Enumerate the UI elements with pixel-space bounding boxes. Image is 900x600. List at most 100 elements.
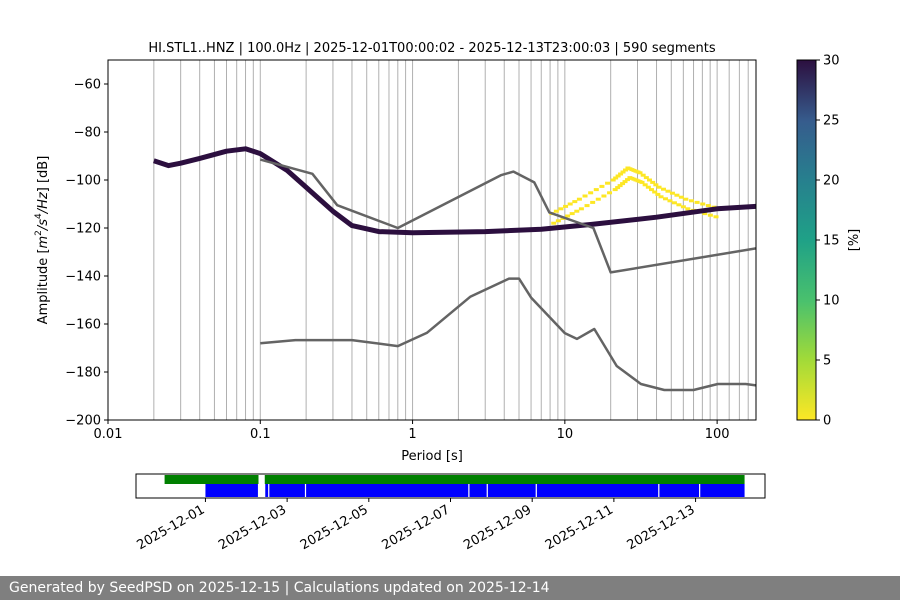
psd-density-cell (713, 215, 719, 219)
plot-frame (107, 59, 757, 421)
psd-density-cell (599, 184, 605, 188)
y-axis-ticks: −200 −180 −160 −140 −120 −100 −80 −60 (65, 78, 108, 429)
data-availability-timeline (164, 474, 745, 498)
colorbar-tick-label: 30 (823, 54, 840, 69)
psd-density-cell (656, 185, 662, 189)
psd-density-cell (660, 187, 666, 191)
plot-grid (153, 60, 749, 420)
psd-density-cell (622, 180, 628, 184)
y-tick-label: −100 (65, 174, 101, 189)
psd-density-cell (688, 199, 694, 203)
psd-density-cell (567, 202, 573, 206)
colorbar-tick-label: 15 (823, 234, 840, 249)
colorbar-tick-label: 0 (823, 414, 831, 429)
timeline-tick-label: 2025-12-11 (543, 502, 616, 553)
availability-gap (486, 484, 488, 497)
timeline-tick-label: 2025-12-13 (625, 502, 698, 553)
availability-gap (699, 484, 701, 497)
psd-density-cell (674, 193, 680, 197)
colorbar-ticks: 0 5 10 15 20 25 30 (816, 54, 840, 429)
availability-gap (268, 484, 270, 497)
psd-density-cell (615, 174, 621, 178)
availability-gap (658, 484, 660, 497)
psd-density-cell (558, 207, 564, 211)
psd-density-cell (665, 189, 671, 193)
y-axis-label: Amplitude [m2/s4/Hz] [dB] (34, 156, 51, 325)
psd-density-cell (622, 168, 628, 172)
colorbar-tick-label: 5 (823, 354, 831, 369)
availability-gap (468, 484, 470, 497)
psd-density-cell (615, 186, 621, 190)
y-tick-label: −160 (65, 318, 101, 333)
y-tick-label: −60 (74, 78, 101, 93)
psd-density-cell (642, 183, 648, 187)
psd-density-cell (645, 185, 651, 189)
chart-title: HI.STL1..HNZ | 100.0Hz | 2025-12-01T00:0… (148, 41, 716, 56)
availability-gap (258, 474, 265, 498)
colorbar (796, 59, 817, 421)
timeline-ticks: 2025-12-01 2025-12-03 2025-12-05 2025-12-07… (134, 498, 698, 553)
psd-density-cell (700, 202, 706, 206)
psd-density-cell (658, 195, 664, 199)
x-axis-ticks: 0.01 0.1 1 10 100 (94, 420, 730, 442)
timeline-tick-label: 2025-12-09 (461, 502, 534, 553)
psd-density-cell (649, 188, 655, 192)
psd-density-cell (640, 173, 646, 177)
x-tick-label: 100 (705, 427, 730, 442)
psd-density-cell (624, 178, 630, 182)
footer-text: Generated by SeedPSD on 2025-12-15 | Cal… (9, 580, 550, 596)
psd-density-cell (707, 213, 713, 217)
psd-density-cell (569, 212, 575, 216)
psd-density-cell (605, 181, 611, 185)
psd-density-cell (676, 203, 682, 207)
psd-density-cell (607, 191, 613, 195)
timeline-tick-label: 2025-12-01 (134, 502, 207, 553)
psd-density-cell (669, 191, 675, 195)
y-tick-label: −180 (65, 366, 101, 381)
psd-density-cell (620, 170, 626, 174)
y-tick-label: −120 (65, 222, 101, 237)
psd-density-cell (590, 200, 596, 204)
timeline-tick-label: 2025-12-03 (216, 502, 289, 553)
availability-gap (535, 484, 537, 497)
psd-density-cell (643, 176, 649, 180)
psd-density-cell (655, 192, 661, 196)
nlnm-line (259, 158, 756, 274)
psd-density-cell (667, 199, 673, 203)
psd-density-cell (574, 209, 580, 213)
psd-density-cell (683, 197, 689, 201)
timeline-tick-label: 2025-12-07 (380, 502, 453, 553)
noise-model-lines (259, 158, 756, 392)
psd-density-cell (612, 188, 618, 192)
psd-density-cell (563, 204, 569, 208)
availability-bar-top (264, 475, 745, 484)
psd-density-cell (610, 178, 616, 182)
psd-density-cell (578, 207, 584, 211)
psd-density-cell (565, 214, 571, 218)
psd-density-cell (653, 183, 659, 187)
psd-density-cell (680, 205, 686, 209)
psd-density-cell (582, 194, 588, 198)
footer-bar: Generated by SeedPSD on 2025-12-15 | Cal… (0, 576, 900, 600)
psd-figure: HI.STL1..HNZ | 100.0Hz | 2025-12-01T00:0… (34, 41, 862, 553)
psd-density-cell (584, 204, 590, 208)
psd-density-cell (620, 182, 626, 186)
psd-mode-line (153, 146, 756, 236)
colorbar-label: [%] (847, 229, 862, 252)
psd-density-cell (694, 200, 700, 204)
psd-density-cell (685, 207, 691, 211)
y-tick-label: −200 (65, 414, 101, 429)
psd-density-cell (551, 221, 557, 225)
x-axis-label: Period [s] (401, 449, 463, 464)
availability-bar-top (164, 475, 259, 484)
availability-bar-bottom (205, 484, 745, 497)
psd-density-cell (555, 219, 561, 223)
colorbar-tick-label: 20 (823, 174, 840, 189)
psd-density-cell (705, 204, 711, 208)
psd-density-cell (637, 171, 643, 175)
nhnm-line (260, 277, 756, 392)
psd-density-cell (576, 197, 582, 201)
psd-density-cell (662, 197, 668, 201)
psd-density-cell (588, 191, 594, 195)
psd-density-cell (671, 201, 677, 205)
